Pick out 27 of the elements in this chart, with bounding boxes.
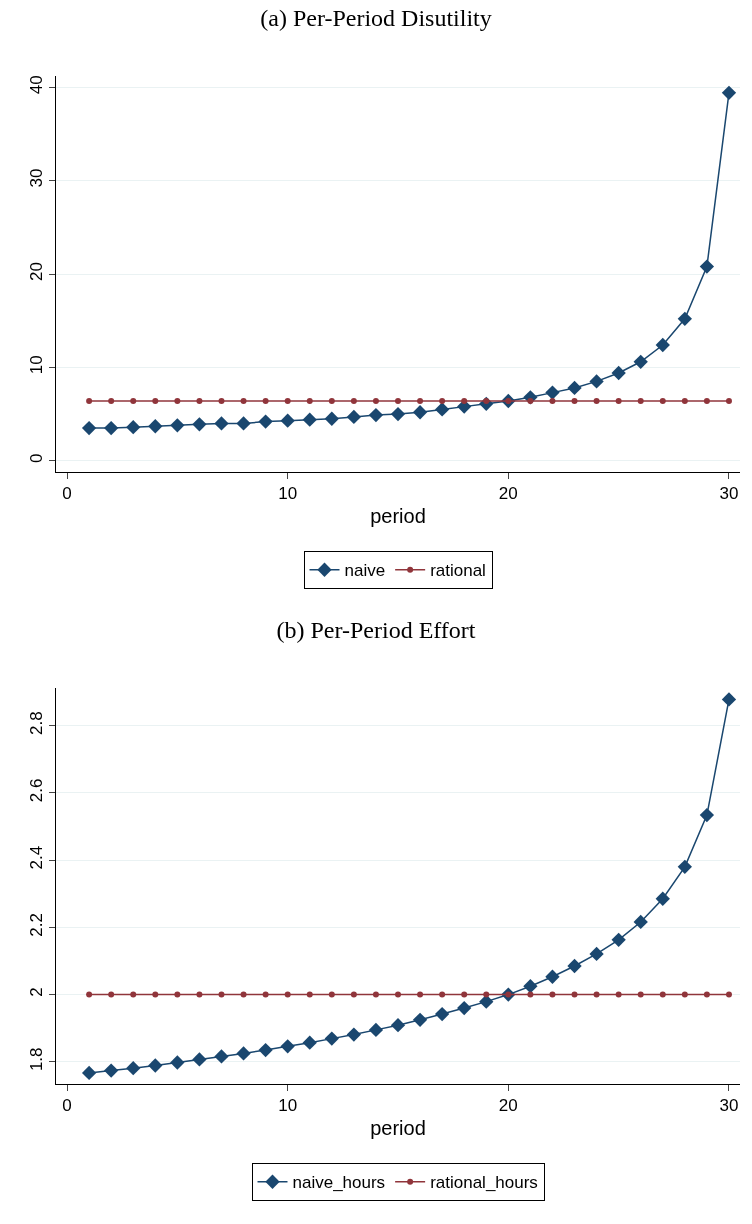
x-tick-label: 20 <box>498 484 518 504</box>
y-tick-label: 2.8 <box>27 711 47 735</box>
y-tick-label: 40 <box>27 75 47 95</box>
y-tick-label: 2.6 <box>27 778 47 803</box>
chart-title: (a) Per-Period Disutility <box>260 4 492 31</box>
y-tick-label: 10 <box>27 355 47 375</box>
y-tick-label: 2 <box>27 987 47 997</box>
y-tick-label: 2.4 <box>27 845 47 870</box>
x-tick-label: 20 <box>498 1096 518 1116</box>
chart-title: (b) Per-Period Effort <box>276 616 476 643</box>
legend-label: rational <box>430 561 486 581</box>
x-axis-title: period <box>370 1116 426 1139</box>
y-tick-label: 30 <box>27 168 47 188</box>
x-tick-label: 30 <box>719 484 739 504</box>
legend-label: rational_hours <box>430 1173 538 1193</box>
x-tick-label: 0 <box>62 1096 72 1116</box>
x-tick-label: 10 <box>278 484 298 504</box>
legend-label: naive_hours <box>292 1173 386 1193</box>
x-tick-label: 0 <box>62 484 72 504</box>
legend-label: naive <box>344 561 386 581</box>
y-tick-label: 20 <box>27 261 47 281</box>
y-tick-label: 1.8 <box>27 1047 47 1072</box>
y-tick-label: 0 <box>27 453 47 463</box>
x-axis-title: period <box>370 504 426 527</box>
x-tick-label: 30 <box>719 1096 739 1116</box>
y-tick-label: 2.2 <box>27 912 47 937</box>
x-tick-label: 10 <box>278 1096 298 1116</box>
